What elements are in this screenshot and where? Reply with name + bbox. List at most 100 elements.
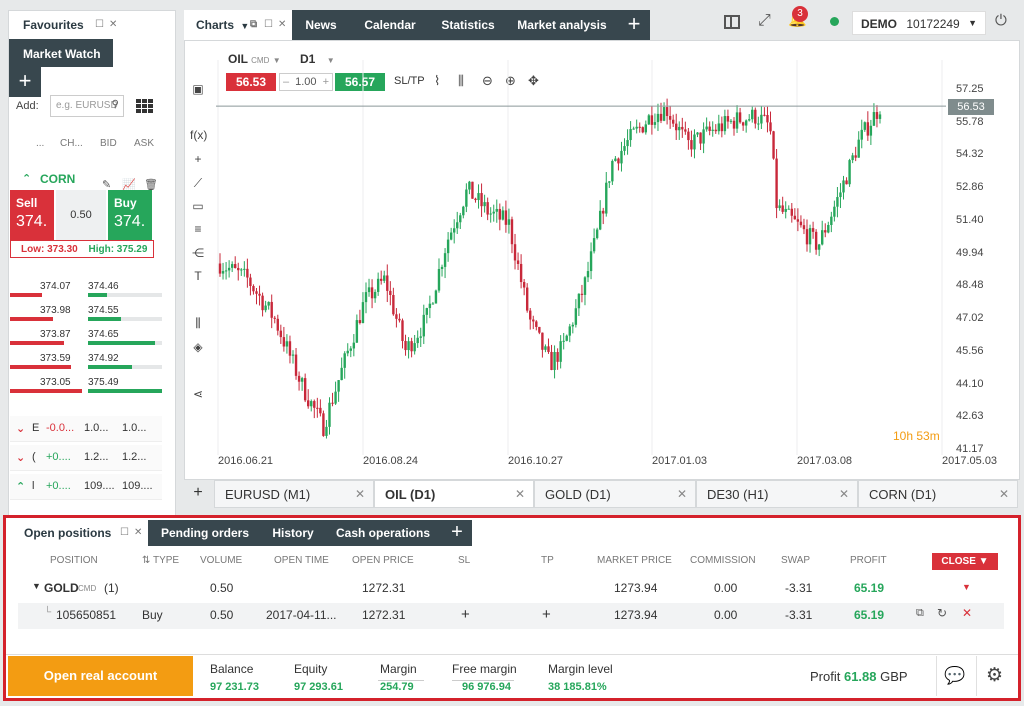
share-icon[interactable]: ⋖ bbox=[192, 387, 204, 401]
chart-tab[interactable]: DE30 (H1) ✕ bbox=[696, 480, 858, 508]
close-icon[interactable]: ✕ bbox=[278, 19, 287, 30]
chart-tab[interactable]: CORN (D1) ✕ bbox=[858, 480, 1018, 508]
zoom-out-icon[interactable]: ⊖ bbox=[482, 73, 493, 88]
reverse-icon[interactable]: ↻ bbox=[937, 606, 948, 620]
detach-icon[interactable]: ☐ bbox=[120, 527, 129, 538]
close-all-button[interactable]: CLOSE ▼ bbox=[932, 553, 998, 570]
group-close-dropdown-icon[interactable]: ▼ bbox=[962, 582, 971, 592]
indicators-icon[interactable]: f(x) bbox=[190, 128, 208, 142]
add-tp-button[interactable]: + bbox=[542, 606, 551, 623]
line-tool-icon[interactable]: ⟋ bbox=[193, 176, 203, 190]
close-icon[interactable]: ✕ bbox=[109, 19, 118, 30]
close-icon[interactable]: ✕ bbox=[514, 487, 525, 501]
chat-icon[interactable]: 💬 bbox=[944, 666, 966, 685]
text-tool-icon[interactable]: T bbox=[194, 269, 202, 283]
buy-button[interactable]: Buy 374. bbox=[108, 190, 152, 240]
plus-icon[interactable]: + bbox=[322, 76, 330, 88]
header-tp[interactable]: TP bbox=[541, 555, 554, 566]
layout-icon[interactable] bbox=[724, 15, 740, 29]
list-item[interactable]: ⌄ E -0.0... 1.0... 1.0... bbox=[10, 416, 162, 442]
add-panel-button[interactable]: + bbox=[9, 67, 41, 97]
header-open-time[interactable]: OPEN TIME bbox=[274, 555, 329, 566]
minus-icon[interactable]: – bbox=[282, 76, 290, 88]
zoom-in-icon[interactable]: ⊕ bbox=[505, 73, 516, 88]
add-instrument-input[interactable]: e.g. EURUSD ⚲ bbox=[50, 95, 124, 117]
layers-icon[interactable]: ◈ bbox=[193, 340, 203, 354]
tab-charts[interactable]: Charts ▼ ⧉ ☐ ✕ bbox=[184, 10, 292, 40]
volume-stepper[interactable]: – 1.00 + bbox=[279, 73, 333, 91]
chevron-up-icon[interactable]: ⌃ bbox=[16, 481, 26, 493]
add-tab-button[interactable]: + bbox=[618, 10, 650, 40]
tab-calendar[interactable]: Calendar bbox=[350, 10, 430, 40]
account-selector[interactable]: DEMO 10172249 ▼ bbox=[852, 11, 986, 35]
quick-buy-button[interactable]: 56.57 bbox=[335, 73, 385, 91]
tab-market-watch[interactable]: Market Watch bbox=[9, 39, 113, 67]
tab-history[interactable]: History bbox=[262, 520, 324, 546]
grid-view-icon[interactable] bbox=[136, 99, 154, 113]
detach-icon[interactable]: ☐ bbox=[95, 19, 104, 30]
chevron-down-icon[interactable]: ⌄ bbox=[16, 452, 26, 464]
move-icon[interactable]: ✥ bbox=[528, 73, 539, 88]
add-sl-button[interactable]: + bbox=[461, 606, 470, 623]
tab-pending-orders[interactable]: Pending orders bbox=[148, 520, 262, 546]
list-item[interactable]: ⌃ l +0.... 109.... 109.... bbox=[10, 474, 162, 500]
header-commission[interactable]: COMMISSION bbox=[690, 555, 756, 566]
col-header-bid[interactable]: BID bbox=[100, 138, 117, 149]
gear-icon[interactable]: ⚙ bbox=[986, 665, 1004, 686]
fullscreen-icon[interactable]: ⤢ bbox=[758, 12, 771, 29]
copy-icon[interactable]: ⧉ bbox=[916, 607, 924, 619]
chart-tab[interactable]: OIL (D1) ✕ bbox=[374, 480, 534, 508]
price-chart[interactable] bbox=[216, 60, 946, 455]
header-volume[interactable]: VOLUME bbox=[200, 555, 243, 566]
close-icon[interactable]: ✕ bbox=[676, 487, 687, 501]
rectangle-tool-icon[interactable]: ▭ bbox=[192, 199, 204, 213]
header-position[interactable]: POSITION bbox=[50, 555, 98, 566]
col-header-more[interactable]: ... bbox=[36, 138, 45, 149]
list-item[interactable]: ⌄ (+0.... 1.2... 1.2... bbox=[10, 445, 162, 471]
fan-tool-icon[interactable]: ⋲ bbox=[192, 246, 204, 260]
candlestick-icon[interactable]: ⫼ bbox=[458, 73, 464, 88]
volume-value[interactable]: 1.00 bbox=[295, 76, 317, 88]
tab-favourites[interactable]: Favourites ☐ ✕ bbox=[9, 11, 127, 39]
chevron-down-icon[interactable]: ▼ bbox=[240, 21, 250, 31]
maximize-icon[interactable]: ☐ bbox=[264, 19, 273, 30]
tab-market-analysis[interactable]: Market analysis bbox=[506, 10, 618, 40]
line-chart-icon[interactable]: ⌇ bbox=[434, 73, 441, 88]
col-header-ask[interactable]: ASK bbox=[134, 138, 155, 149]
close-icon[interactable]: ✕ bbox=[998, 487, 1009, 501]
edit-icon[interactable]: ✎ bbox=[102, 179, 112, 191]
add-tab-button[interactable]: + bbox=[442, 520, 472, 546]
featured-symbol[interactable]: CORN bbox=[40, 172, 76, 186]
trash-icon[interactable]: 🗑 bbox=[144, 179, 158, 191]
tab-open-positions[interactable]: Open positions ☐ ✕ bbox=[12, 520, 148, 546]
chart-tab[interactable]: EURUSD (M1) ✕ bbox=[214, 480, 374, 508]
sell-button[interactable]: Sell 374. bbox=[10, 190, 54, 240]
close-icon[interactable]: ✕ bbox=[354, 487, 365, 501]
timeframe-selector[interactable]: D1 ▼ bbox=[300, 52, 335, 66]
symbol-selector[interactable]: OIL CMD ▼ bbox=[228, 52, 281, 66]
close-icon[interactable]: ✕ bbox=[134, 527, 143, 538]
chevron-down-icon[interactable]: ⌄ bbox=[16, 423, 26, 435]
open-real-account-button[interactable]: Open real account bbox=[8, 656, 193, 696]
quick-sell-button[interactable]: 56.53 bbox=[226, 73, 276, 91]
fibonacci-icon[interactable]: ≡ bbox=[194, 222, 202, 236]
chart-tab[interactable]: GOLD (D1) ✕ bbox=[534, 480, 696, 508]
chevron-up-icon[interactable]: ⌃ bbox=[22, 173, 32, 185]
power-icon[interactable]: ⏻ bbox=[995, 12, 1007, 29]
close-icon[interactable]: ✕ bbox=[838, 487, 849, 501]
header-sl[interactable]: SL bbox=[458, 555, 471, 566]
crosshair-icon[interactable]: + bbox=[194, 152, 202, 166]
group-symbol[interactable]: GOLD bbox=[44, 581, 79, 595]
header-type[interactable]: ⇅ TYPE bbox=[142, 555, 180, 566]
header-swap[interactable]: SWAP bbox=[781, 555, 811, 566]
close-position-icon[interactable]: ✕ bbox=[962, 606, 973, 620]
add-chart-button[interactable]: + bbox=[193, 484, 203, 501]
chart-icon[interactable]: 📈 bbox=[122, 179, 136, 191]
position-id[interactable]: 105650851 bbox=[56, 608, 117, 622]
chart-type-icon[interactable]: ▣ bbox=[192, 82, 204, 96]
tab-news[interactable]: News bbox=[292, 10, 350, 40]
header-profit[interactable]: PROFIT bbox=[850, 555, 887, 566]
tab-statistics[interactable]: Statistics bbox=[430, 10, 506, 40]
col-header-change[interactable]: CH... bbox=[60, 138, 83, 149]
expand-icon[interactable]: ▼ bbox=[32, 581, 41, 591]
